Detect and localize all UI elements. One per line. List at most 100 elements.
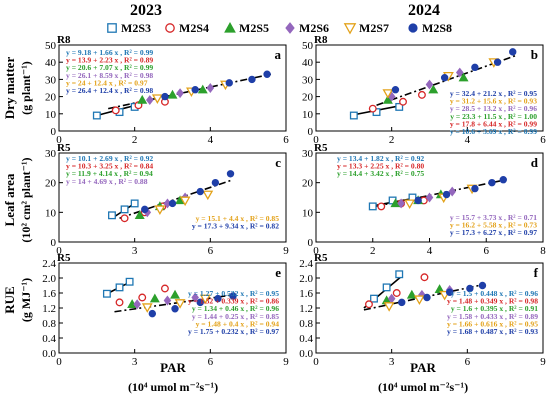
y-tick-label: 2.0 (299, 273, 313, 285)
row-label-line1: Leaf area (2, 173, 17, 226)
point-m2s8 (171, 305, 179, 313)
point-m2s6 (448, 186, 457, 197)
x-tick-label: 2 (370, 245, 376, 257)
point-m2s4 (138, 293, 147, 302)
equation-label: y = 1.5 + 0.448 x , R² = 0.96 (451, 289, 538, 298)
equation-label: y = 10.1 + 2.69 x , R² = 0.92 (66, 154, 153, 163)
x-tick-label: 4 (427, 245, 433, 257)
row-label-line2: (g plant⁻¹) (19, 61, 33, 115)
point-m2s7 (174, 299, 186, 309)
equation-label: y = 17.8 + 6.44 x , R² = 0.99 (450, 119, 537, 128)
point-m2s5 (382, 94, 393, 104)
y-tick-label: 20 (45, 92, 57, 104)
x-tick-label: 0 (56, 356, 62, 368)
point-m2s7 (199, 294, 211, 305)
point-m2s8 (168, 199, 177, 208)
point-m2s6 (206, 83, 215, 93)
point-m2s8 (161, 92, 169, 101)
panel-c: 0 10 20 30 0 3 6 9 R5 c y = 10.1 + 2.69 x , R² = 0… (45, 142, 289, 257)
point-m2s7 (151, 94, 163, 104)
point-m2s5 (134, 210, 145, 220)
equation-label: y = 1.58 + 0.433 x , R² = 0.89 (447, 312, 538, 321)
point-m2s4 (115, 298, 124, 307)
legend-label: M2S6 (299, 21, 329, 35)
panel-letter: a (275, 47, 282, 62)
point-m2s3 (349, 111, 358, 120)
equation-label: y = 1.6 + 0.395 x , R² = 0.91 (451, 304, 538, 313)
legend-marker-m2s8 (408, 23, 418, 33)
x-tick-label: 0 (56, 245, 62, 257)
point-m2s3 (102, 289, 111, 298)
point-m2s7 (383, 302, 395, 312)
equation-label: y = 1.75 + 0.232 x , R² = 0.97 (188, 327, 279, 336)
point-m2s3 (370, 294, 378, 303)
x-axis-labels: PAR (10⁴ umol m⁻²s⁻¹) PAR (10⁴ umol m⁻²s… (128, 360, 468, 394)
panel-letter: b (531, 47, 538, 62)
x-tick-label: 6 (484, 245, 490, 257)
point-m2s5 (428, 84, 439, 94)
legend-marker-m2s6 (285, 22, 295, 34)
y-tick-label: 30 (302, 74, 314, 86)
point-m2s8 (211, 178, 220, 187)
panel-letter: e (275, 265, 281, 280)
equation-label: y = 1.48 + 0.4 x , R² = 0.94 (196, 319, 280, 328)
point-m2s5 (390, 198, 401, 208)
header-2023: 2023 (130, 2, 162, 19)
plot-frame (315, 44, 544, 132)
y-tick-label: 0.0 (42, 348, 56, 360)
point-m2s8 (440, 73, 449, 82)
fit-line (108, 73, 272, 110)
point-m2s8 (263, 70, 271, 78)
point-m2s6 (133, 299, 141, 310)
point-m2s3 (115, 283, 124, 292)
equation-label: y = 28.5 + 13.2 x , R² = 0.96 (450, 104, 537, 113)
x-tick-label: 0 (313, 134, 319, 146)
point-m2s8 (229, 292, 237, 300)
equation-label: y = 1.66 + 0.616 x , R² = 0.95 (447, 319, 538, 328)
point-m2s8 (148, 309, 157, 318)
point-m2s8 (391, 86, 400, 94)
equation-label: y = 24 + 12.4 x , R² = 0.97 (66, 78, 148, 87)
x-tick-label: 9 (540, 356, 546, 368)
x-tick-label: 8 (540, 245, 546, 257)
y-tick-label: 40 (302, 57, 314, 69)
equation-label: y = 10.3 + 3.25 x , R² = 0.84 (66, 162, 153, 171)
point-m2s4 (365, 300, 373, 309)
point-m2s6 (163, 295, 172, 306)
legend-entry-m2s6: M2S6 (285, 21, 329, 35)
x-tick-label: 0 (56, 134, 62, 146)
equation-label: y = 1.34 + 0.46 x , R² = 0.96 (192, 304, 279, 313)
fit-line (119, 178, 234, 220)
point-m2s5 (137, 94, 148, 104)
equation-label: y = 13.3 + 2.25 x , R² = 0.80 (337, 162, 424, 171)
point-m2s6 (397, 198, 405, 209)
legend-label: M2S7 (359, 21, 389, 35)
point-m2s4 (111, 106, 120, 115)
point-m2s3 (395, 102, 404, 111)
legend-entry-m2s4: M2S4 (165, 21, 209, 35)
point-m2s4 (417, 90, 426, 99)
y-tick-label: 20 (302, 92, 314, 104)
y-tick-label: 30 (45, 74, 57, 86)
point-m2s8 (478, 281, 487, 290)
panel-letter: c (275, 155, 281, 170)
equation-label: y = 10.6 + 3.69 x , R² = 0.99 (450, 127, 537, 136)
equation-label: y = 32.4 + 21.2 x , R² = 0.95 (450, 89, 537, 98)
legend-label: M2S5 (239, 21, 269, 35)
x-tick-label: 9 (283, 245, 289, 257)
y-tick-label: 0 (51, 237, 57, 249)
point-m2s8 (226, 170, 235, 178)
panel-a: 0 10 20 30 40 50 0 2 4 6 R8 a y = 9.18 + 1.66 x , R²… (45, 34, 289, 146)
point-m2s8 (445, 288, 454, 296)
point-m2s6 (425, 79, 434, 90)
point-m2s8 (442, 190, 451, 199)
legend-marker-m2s5 (224, 21, 236, 33)
y-tick-label: 10 (45, 207, 57, 219)
point-m2s5 (434, 284, 445, 293)
equation-label: y = 17.3 + 6.27 x , R² = 0.97 (450, 228, 537, 237)
x-tick-label: 2 (132, 134, 138, 146)
point-m2s8 (471, 63, 479, 72)
point-m2s8 (509, 48, 517, 56)
